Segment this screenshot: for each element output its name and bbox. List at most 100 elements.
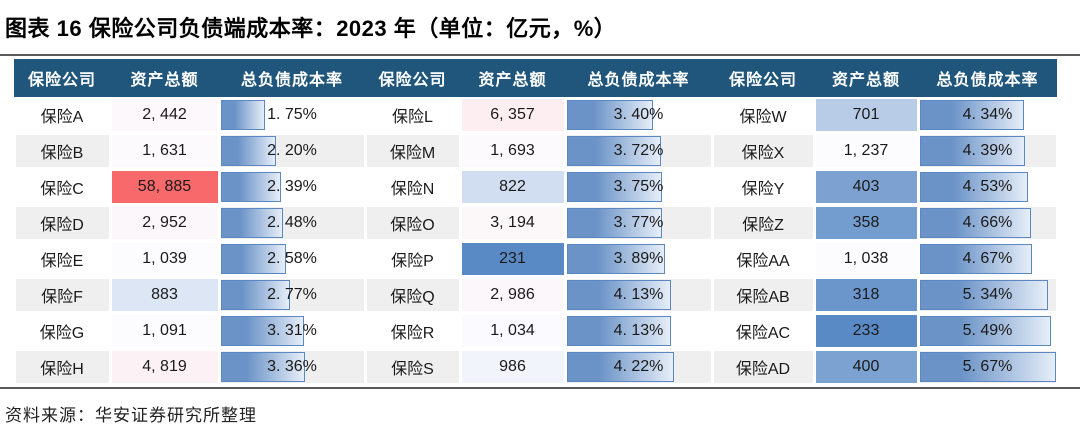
rate-value: 3. 72% (613, 142, 664, 159)
rate-data-bar (220, 244, 286, 274)
rate-data-bar (220, 208, 284, 238)
column-header-rate: 总负债成本率 (936, 72, 1039, 89)
assets-value: 883 (111, 279, 218, 311)
table-cell-rate: 4. 67% (918, 241, 1057, 277)
rate-value: 4. 53% (962, 178, 1013, 195)
table-cell-rate: 1. 75% (219, 97, 365, 133)
rate-cell-body: 4. 66% (919, 207, 1056, 239)
column-header-rate: 总负债成本率 (240, 72, 343, 89)
rate-cell-body: 1. 75% (220, 99, 364, 131)
rate-data-bar (919, 352, 1056, 382)
assets-value: 2, 986 (461, 279, 564, 311)
table-cell-rate: 4. 13% (565, 277, 712, 313)
company-label: 保险E (15, 243, 109, 275)
table-cell-assets: 2, 986 (460, 277, 565, 313)
rate-cell-body: 2. 39% (220, 171, 364, 203)
company-label: 保险B (15, 135, 109, 167)
rate-value: 4. 66% (962, 214, 1013, 231)
assets-value: 1, 091 (111, 315, 218, 347)
rate-value: 3. 75% (613, 178, 664, 195)
table-cell-company: 保险W (712, 97, 814, 133)
table-cell-rate: 4. 34% (918, 97, 1057, 133)
table-cell-rate: 4. 22% (565, 349, 712, 385)
table-cell-rate: 3. 77% (565, 205, 712, 241)
rate-cell-body: 3. 36% (220, 351, 364, 383)
assets-value: 231 (461, 243, 564, 275)
rate-value: 3. 77% (613, 214, 664, 231)
assets-value: 6, 357 (461, 99, 564, 131)
rate-data-bar (919, 100, 1024, 130)
rate-cell-body: 4. 13% (566, 315, 711, 347)
table-cell-company: 保险N (365, 169, 460, 205)
rate-data-bar (919, 316, 1052, 346)
table-cell-rate: 3. 36% (219, 349, 365, 385)
company-label: 保险O (366, 207, 459, 239)
table-cell-company: 保险Q (365, 277, 460, 313)
assets-value: 4, 819 (111, 351, 218, 383)
assets-value: 1, 237 (815, 135, 917, 167)
table-cell-company: 保险Y (712, 169, 814, 205)
table-cell-company: 保险AB (712, 277, 814, 313)
table-cell-company: 保险X (712, 133, 814, 169)
rate-cell-body: 3. 77% (566, 207, 711, 239)
rate-data-bar (919, 244, 1032, 274)
table-cell-rate: 3. 89% (565, 241, 712, 277)
rate-data-bar (220, 136, 276, 166)
table-cell-rate: 3. 75% (565, 169, 712, 205)
column-header-company: 保险公司 (728, 72, 797, 89)
table-cell-rate: 3. 72% (565, 133, 712, 169)
table-cell-assets: 1, 693 (460, 133, 565, 169)
company-label: 保险AC (713, 315, 813, 347)
table-cell-assets: 701 (814, 97, 918, 133)
assets-value: 318 (815, 279, 917, 311)
table-cell-assets: 986 (460, 349, 565, 385)
rate-cell-body: 3. 75% (566, 171, 711, 203)
rate-cell-body: 3. 72% (566, 135, 711, 167)
assets-value: 1, 693 (461, 135, 564, 167)
rate-cell-body: 2. 77% (220, 279, 364, 311)
table-cell-company: 保险B (14, 133, 110, 169)
table-cell-rate: 2. 58% (219, 241, 365, 277)
company-label: 保险AA (713, 243, 813, 275)
column-header-assets: 资产总额 (130, 72, 199, 89)
table-wrap: 保险公司 资产总额 总负债成本率 保险公司 资产总额 总负债成本率 保险公司 资产总额 总负债成… (14, 59, 1057, 385)
rate-value: 4. 39% (962, 142, 1013, 159)
rate-value: 2. 58% (267, 250, 317, 267)
rate-value: 4. 34% (962, 106, 1013, 123)
assets-value: 1, 039 (111, 243, 218, 275)
assets-value: 233 (815, 315, 917, 347)
table-cell-company: 保险S (365, 349, 460, 385)
table-cell-company: 保险P (365, 241, 460, 277)
rate-cell-body: 4. 34% (919, 99, 1056, 131)
assets-value: 403 (815, 171, 917, 203)
rate-cell-body: 3. 40% (566, 99, 711, 131)
table-cell-assets: 233 (814, 313, 918, 349)
rate-cell-body: 4. 67% (919, 243, 1056, 275)
company-label: 保险Z (713, 207, 813, 239)
bottom-divider (0, 387, 1080, 389)
rate-data-bar (220, 352, 306, 382)
column-header-assets: 资产总额 (831, 72, 900, 89)
assets-value: 358 (815, 207, 917, 239)
assets-value: 58, 885 (111, 171, 218, 203)
rate-cell-body: 2. 48% (220, 207, 364, 239)
company-label: 保险A (15, 99, 109, 131)
assets-value: 1, 034 (461, 315, 564, 347)
table-cell-rate: 2. 39% (219, 169, 365, 205)
rate-value: 2. 39% (267, 178, 317, 195)
company-label: 保险C (15, 171, 109, 203)
table-cell-assets: 4, 819 (110, 349, 219, 385)
table-cell-company: 保险L (365, 97, 460, 133)
column-header-assets: 资产总额 (478, 72, 547, 89)
table-cell-assets: 2, 952 (110, 205, 219, 241)
rate-value: 5. 49% (962, 322, 1013, 339)
company-label: 保险W (713, 99, 813, 131)
company-label: 保险G (15, 315, 109, 347)
rate-cell-body: 4. 22% (566, 351, 711, 383)
rate-value: 2. 48% (267, 214, 317, 231)
table-cell-assets: 883 (110, 277, 219, 313)
company-label: 保险R (366, 315, 459, 347)
rate-data-bar (220, 100, 265, 130)
rate-value: 3. 31% (267, 322, 317, 339)
